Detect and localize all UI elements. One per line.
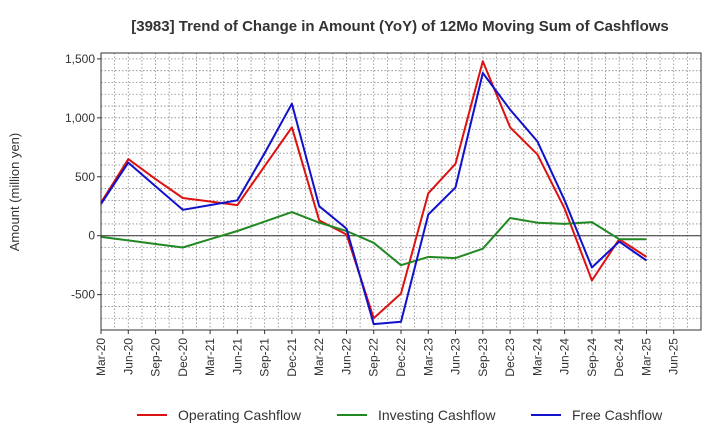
x-tick-label: Dec-20: [176, 338, 190, 377]
x-tick-label: Mar-22: [312, 338, 326, 376]
series-group: [100, 60, 648, 326]
x-tick-label: Mar-23: [421, 338, 435, 376]
x-tick-label: Sep-20: [149, 338, 163, 377]
x-tick-labels: Mar-20 Jun-20 Sep-20 Dec-20 Mar-21 Jun-21 Sep-…: [94, 330, 681, 377]
y-tick-label: 500: [75, 170, 95, 184]
series-line-1: [100, 60, 648, 320]
x-tick-label: Mar-25: [639, 338, 653, 376]
x-tick-label: Jun-25: [667, 338, 681, 375]
legend-label-1: Operating Cashflow: [178, 407, 302, 423]
y-tick-label: -500: [71, 288, 95, 302]
x-tick-label: Jun-20: [121, 338, 135, 375]
chart-title: [3983] Trend of Change in Amount (YoY) o…: [131, 18, 669, 35]
y-tick-label: 0: [88, 229, 95, 243]
y-axis-label: Amount (million yen): [7, 133, 22, 252]
x-tick-label: Sep-23: [476, 338, 490, 377]
series-line-2: [100, 211, 647, 267]
x-tick-label: Mar-24: [530, 338, 544, 376]
x-tick-label: Jun-24: [558, 338, 572, 375]
legend-label-3: Free Cashflow: [572, 407, 663, 423]
legend-label-2: Investing Cashflow: [378, 407, 496, 423]
x-tick-label: Dec-24: [612, 338, 626, 377]
legend: Operating Cashflow Investing Cashflow Free…: [137, 407, 663, 423]
x-tick-label: Dec-22: [394, 338, 408, 377]
series-line-3: [100, 72, 648, 326]
x-tick-label: Jun-22: [339, 338, 353, 375]
x-tick-label: Mar-21: [203, 338, 217, 376]
x-tick-label: Jun-23: [449, 338, 463, 375]
y-tick-label: 1,000: [65, 111, 95, 125]
x-tick-label: Sep-21: [258, 338, 272, 377]
x-tick-label: Mar-20: [94, 338, 108, 376]
y-tick-label: 1,500: [65, 52, 95, 66]
y-tick-labels: 1,500 1,000 500 0 -500: [65, 52, 101, 302]
x-tick-label: Sep-22: [367, 338, 381, 377]
grid: [101, 53, 701, 330]
x-tick-label: Dec-23: [503, 338, 517, 377]
x-tick-label: Jun-21: [230, 338, 244, 375]
x-tick-label: Sep-24: [585, 338, 599, 377]
x-tick-label: Dec-21: [285, 338, 299, 377]
